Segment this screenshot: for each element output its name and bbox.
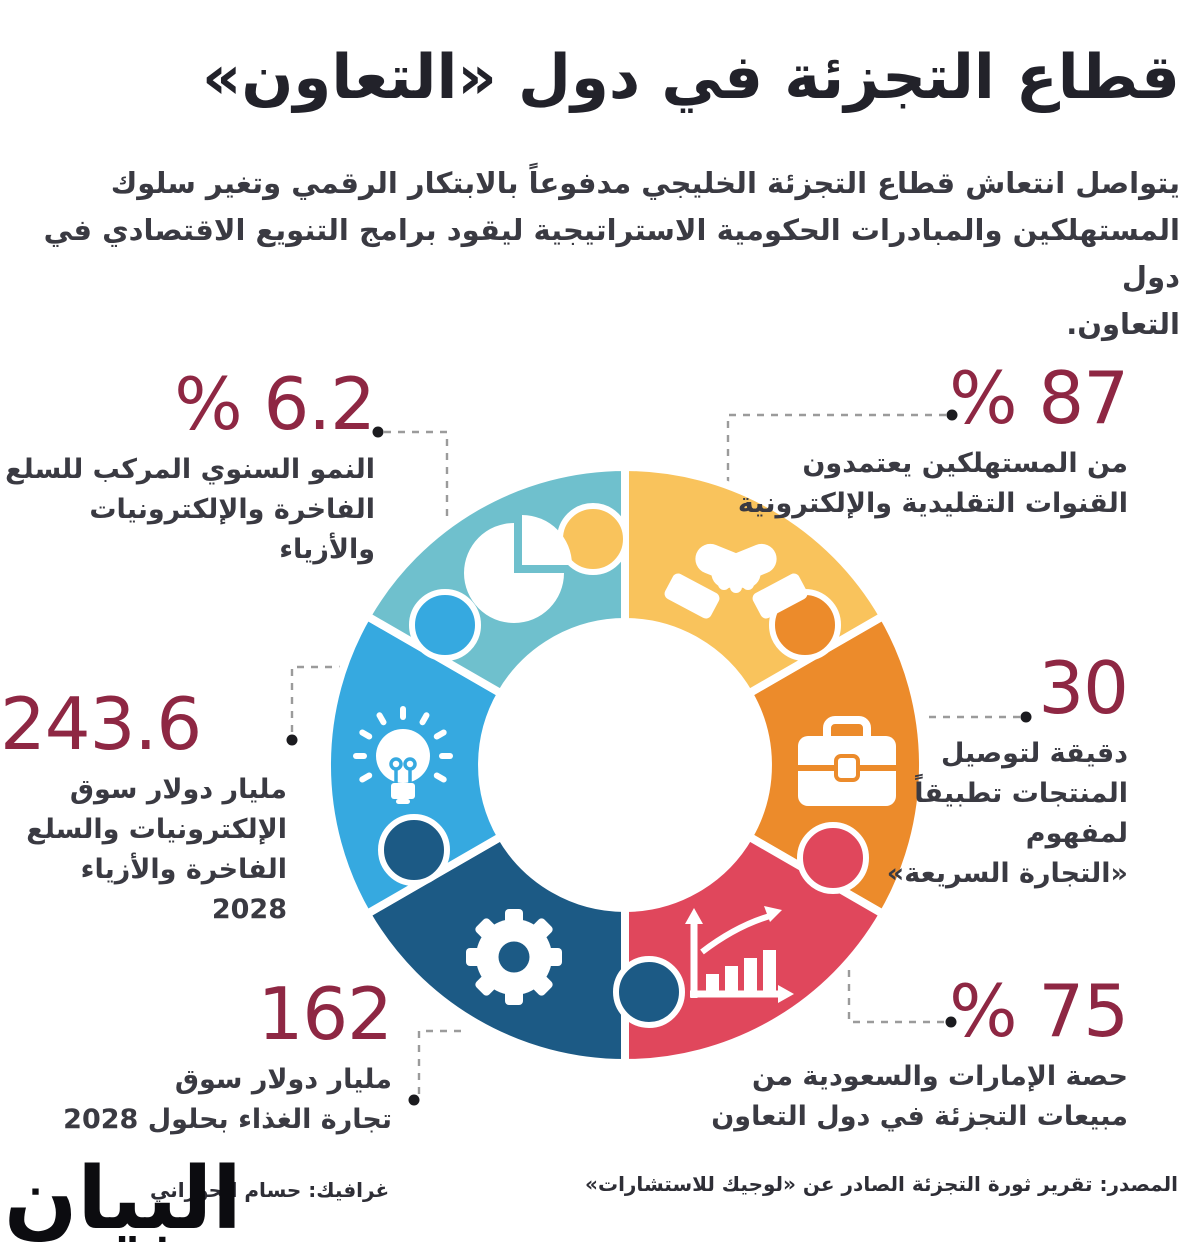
handshake-icon <box>664 543 808 619</box>
pie-chart-icon <box>464 515 572 623</box>
stat-growth-desc: النمو السنوي المركب للسلع الفاخرة والإلكت… <box>5 454 375 565</box>
stat-delivery-value: 30 <box>1038 646 1129 730</box>
albayan-logo: البيان <box>4 1149 242 1242</box>
puzzle-knobs <box>378 503 869 1028</box>
stat-electronics-market-desc: مليار دولار سوق الإلكترونيات والسلع الفاخر… <box>26 774 287 925</box>
stat-delivery: 30 دقيقة لتوصيل المنتجات تطبيقاً لمفهوم «ال… <box>886 646 1129 894</box>
stat-consumers: % 87 من المستهلكين يعتمدون القنوات التقلي… <box>737 356 1129 524</box>
stat-consumers-desc: من المستهلكين يعتمدون القنوات التقليدية و… <box>737 448 1128 519</box>
connector-growth <box>384 430 449 518</box>
stat-food-market: 162 مليار دولار سوق تجارة الغذاء بحلول 20… <box>63 972 393 1140</box>
connector-lines <box>290 413 1020 1094</box>
segment-share <box>621 832 888 1067</box>
stat-growth-value: % 6.2 <box>174 362 376 446</box>
stat-uae-ksa-share-value: % 75 <box>949 969 1129 1053</box>
stat-consumers-value: % 87 <box>949 356 1129 440</box>
stat-food-market-desc: مليار دولار سوق تجارة الغذاء بحلول 2028 <box>63 1064 392 1135</box>
connector-dots <box>286 409 1032 1106</box>
stat-uae-ksa-share: % 75 حصة الإمارات والسعودية من مبيعات الت… <box>711 969 1129 1137</box>
stat-electronics-market-value: 243.6 <box>0 682 202 766</box>
stat-growth: % 6.2 النمو السنوي المركب للسلع الفاخرة و… <box>0 362 376 570</box>
connector-electronics <box>290 665 343 732</box>
source-text: المصدر: تقرير ثورة التجزئة الصادر عن «لو… <box>585 1172 1178 1196</box>
connector-food <box>417 1029 461 1094</box>
connector-share <box>847 958 944 1024</box>
bar-chart-icon <box>685 906 794 1003</box>
connector-consumers <box>726 413 946 500</box>
briefcase-icon <box>798 716 896 806</box>
page-title: قطاع التجزئة في دول «التعاون» <box>201 42 1180 113</box>
stat-uae-ksa-share-desc: حصة الإمارات والسعودية من مبيعات التجزئة … <box>711 1061 1128 1132</box>
gear-icon <box>466 909 562 1005</box>
lightbulb-icon <box>353 706 453 804</box>
credit-text: غرافيك: حسام الحوراني <box>150 1178 390 1202</box>
stat-food-market-value: 162 <box>257 972 393 1056</box>
intro-paragraph: يتواصل انتعاش قطاع التجزئة الخليجي مدفوع… <box>43 166 1180 341</box>
stat-electronics-market: 243.6 مليار دولار سوق الإلكترونيات والسلع… <box>0 688 287 930</box>
stat-delivery-desc: دقيقة لتوصيل المنتجات تطبيقاً لمفهوم «التجا… <box>886 738 1128 889</box>
